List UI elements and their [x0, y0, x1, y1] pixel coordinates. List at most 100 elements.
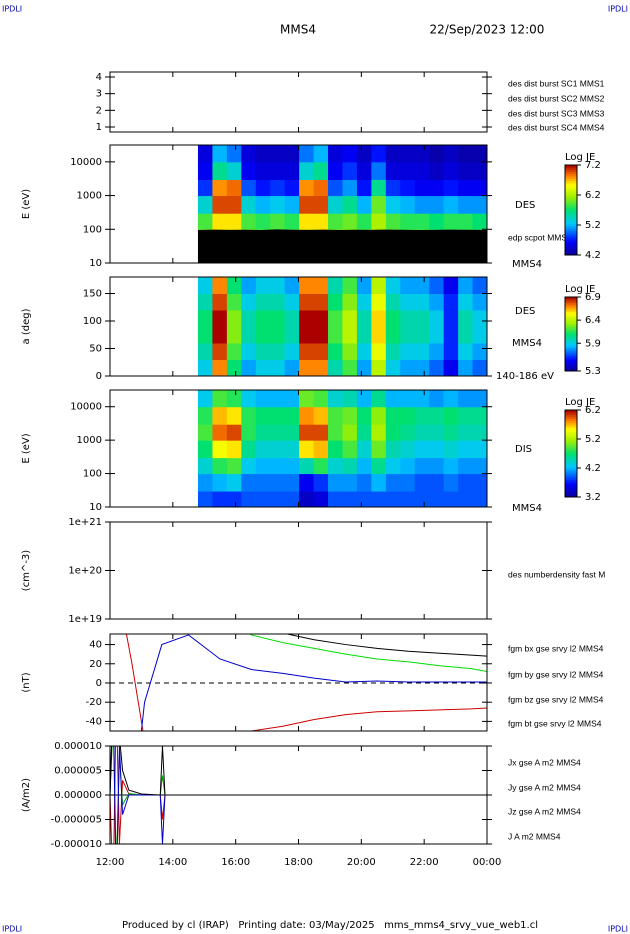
- heat-cell: [429, 390, 445, 408]
- colorbar-cell: [565, 356, 577, 359]
- heat-cell: [270, 145, 286, 163]
- heat-cell: [241, 310, 257, 327]
- heat-cell: [197, 343, 213, 360]
- heat-cell: [241, 473, 257, 492]
- heat-cell: [197, 424, 213, 441]
- heat-cell: [212, 213, 228, 230]
- colorbar-cell: [565, 324, 577, 327]
- heat-cell: [197, 145, 213, 163]
- heat-cell: [342, 326, 358, 344]
- heat-cell: [472, 161, 487, 180]
- x-tick-label: 00:00: [473, 857, 502, 868]
- heat-cell: [443, 343, 459, 360]
- colorbar-cell: [565, 313, 577, 316]
- heat-cell: [414, 343, 430, 360]
- heat-cell: [400, 440, 416, 459]
- heat-cell: [313, 424, 329, 441]
- heat-cell: [400, 390, 416, 408]
- series-line: [284, 634, 487, 657]
- legend-entry: des dist burst SC3 MMS3: [508, 108, 605, 118]
- heat-cell: [284, 390, 300, 408]
- heat-cell: [385, 457, 401, 475]
- heat-cell: [226, 161, 242, 180]
- colorbar-cell: [565, 311, 577, 315]
- colorbar-cell: [565, 363, 577, 366]
- heat-cell: [241, 145, 257, 163]
- heat-cell: [400, 473, 416, 492]
- heat-cell: [342, 424, 358, 441]
- heat-cell: [299, 326, 315, 344]
- heat-cell: [212, 277, 228, 294]
- colorbar-cell: [565, 203, 577, 206]
- heat-cell: [414, 491, 430, 507]
- y-tick-label: 0: [96, 678, 102, 689]
- heat-cell: [226, 491, 242, 507]
- colorbar-cell: [565, 418, 577, 422]
- heat-cell: [472, 406, 487, 425]
- colorbar-frame: [564, 296, 578, 372]
- colorbar-cell: [565, 192, 577, 195]
- heat-cell: [458, 491, 474, 507]
- heat-cell: [328, 195, 343, 214]
- heat-cell: [241, 195, 257, 214]
- colorbar-cell: [565, 457, 577, 461]
- heat-cell: [241, 277, 257, 294]
- heat-cell: [197, 491, 213, 507]
- heat-cell: [313, 406, 329, 425]
- colorbar-cell: [565, 359, 577, 363]
- heat-cell: [255, 359, 271, 376]
- heat-cell: [226, 293, 242, 311]
- heat-cell: [328, 473, 343, 492]
- colorbar-cell: [565, 234, 577, 238]
- heat-cell: [270, 457, 286, 475]
- heat-cell: [197, 213, 213, 230]
- heat-cell: [313, 195, 329, 214]
- colorbar-cell: [565, 250, 577, 254]
- heat-cell: [255, 161, 271, 180]
- heat-cell: [241, 457, 257, 475]
- heat-cell: [226, 390, 242, 408]
- heat-cell: [400, 161, 416, 180]
- plot-area: [110, 634, 487, 731]
- legend-entry: fgm bt gse srvy l2 MMS4: [508, 718, 602, 728]
- heat-cell: [197, 179, 213, 197]
- logo: IPDLI: [608, 5, 628, 14]
- heat-cell: [197, 310, 213, 327]
- y-tick-label: 1e+20: [68, 566, 102, 577]
- heat-cell: [414, 310, 430, 327]
- colorbar-cell: [565, 462, 577, 465]
- colorbar-cell: [565, 425, 577, 428]
- colorbar-cell: [565, 358, 577, 361]
- y-tick-label: 10: [89, 502, 102, 513]
- heat-cell: [356, 293, 372, 311]
- heat-cell: [255, 179, 271, 197]
- heat-cell: [385, 326, 401, 344]
- heat-cell: [342, 213, 358, 230]
- heat-cell: [212, 473, 228, 492]
- heat-cell: [328, 293, 343, 311]
- heat-cell: [241, 491, 257, 507]
- heat-cell: [226, 424, 242, 441]
- colorbar-cell: [565, 205, 577, 209]
- heat-cell: [356, 390, 372, 408]
- heat-cell: [255, 491, 271, 507]
- heat-cell: [414, 359, 430, 376]
- heat-cell: [400, 424, 416, 441]
- heat-cell: [299, 310, 315, 327]
- heat-cell: [472, 440, 487, 459]
- y-axis-label: (cm^-3): [21, 550, 32, 591]
- legend-entry: des dist burst SC1 MMS1: [508, 78, 605, 88]
- logo: IPDLI: [2, 925, 22, 934]
- instrument: DIS: [515, 444, 532, 455]
- heat-cell: [429, 310, 445, 327]
- heat-cell: [443, 457, 459, 475]
- colorbar-cell: [565, 201, 577, 204]
- colorbar-cell: [565, 174, 577, 177]
- heat-cell: [284, 440, 300, 459]
- colorbar-cell: [565, 438, 577, 441]
- y-tick-label: 0.000000: [54, 790, 102, 801]
- heat-cell: [385, 473, 401, 492]
- y-tick-label: 3: [96, 89, 102, 100]
- heat-cell: [342, 145, 358, 163]
- heat-cell: [342, 440, 358, 459]
